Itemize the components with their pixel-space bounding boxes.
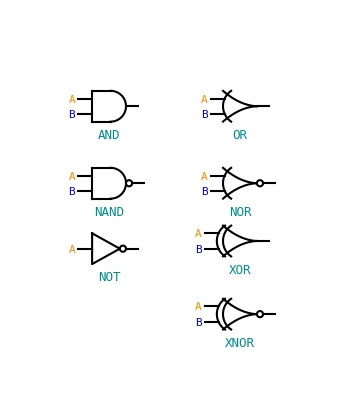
Text: A: A <box>68 94 75 104</box>
Text: A: A <box>201 171 208 181</box>
Text: A: A <box>195 302 201 312</box>
Text: NAND: NAND <box>94 205 124 218</box>
Text: A: A <box>195 229 201 239</box>
Text: A: A <box>201 94 208 104</box>
Text: XOR: XOR <box>229 263 251 276</box>
Text: XNOR: XNOR <box>225 336 255 349</box>
Text: AND: AND <box>98 128 120 141</box>
Text: B: B <box>201 186 208 196</box>
Text: B: B <box>68 186 75 196</box>
Text: NOT: NOT <box>98 271 120 284</box>
Text: NOR: NOR <box>229 205 251 218</box>
Text: B: B <box>195 317 201 327</box>
Text: B: B <box>68 110 75 119</box>
Text: B: B <box>201 110 208 119</box>
Text: B: B <box>195 244 201 254</box>
Text: OR: OR <box>233 128 248 141</box>
Text: A: A <box>68 171 75 181</box>
Text: A: A <box>68 244 75 254</box>
